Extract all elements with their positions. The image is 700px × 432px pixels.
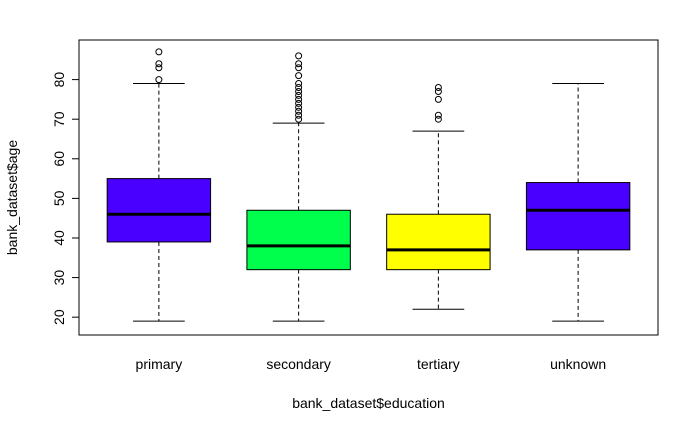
outlier-point <box>295 99 303 107</box>
y-tick-label: 30 <box>51 270 67 286</box>
y-tick-label: 80 <box>51 72 67 88</box>
outlier-point <box>295 80 303 88</box>
box-unknown <box>525 83 631 322</box>
outlier-point <box>295 91 303 99</box>
axes-layer: 20 30 40 50 60 70 80 primary secondary tertiary un… <box>51 39 659 372</box>
x-tick-label-primary: primary <box>136 356 183 372</box>
iqr-box <box>246 209 351 271</box>
outlier-point <box>155 76 163 84</box>
x-tick-label-secondary: secondary <box>266 356 331 372</box>
x-tick-label-unknown: unknown <box>550 356 606 372</box>
outlier-point <box>295 107 303 115</box>
box-tertiary <box>386 84 491 310</box>
outlier-point <box>155 60 163 68</box>
outlier-point <box>434 84 442 92</box>
outlier-point <box>434 111 442 119</box>
outlier-point <box>434 95 442 103</box>
iqr-box <box>525 182 631 251</box>
y-tick-label: 60 <box>51 151 67 167</box>
outlier-point <box>295 60 303 68</box>
x-axis-title: bank_dataset$education <box>292 395 445 411</box>
outlier-point <box>295 64 303 72</box>
outlier-point <box>295 111 303 119</box>
y-tick-label: 20 <box>51 309 67 325</box>
box-primary <box>106 48 212 322</box>
outlier-point <box>295 95 303 103</box>
x-tick-label-tertiary: tertiary <box>417 356 460 372</box>
y-axis-title: bank_dataset$age <box>4 140 20 255</box>
outlier-point <box>295 103 303 111</box>
outlier-point <box>434 87 442 95</box>
y-tick-label: 70 <box>51 111 67 127</box>
outlier-point <box>295 72 303 80</box>
box-secondary <box>246 52 351 322</box>
outlier-point <box>155 64 163 72</box>
outlier-point <box>295 115 303 123</box>
iqr-box <box>106 178 212 243</box>
iqr-box <box>386 213 491 271</box>
outlier-point <box>155 48 163 56</box>
outlier-point <box>295 52 303 60</box>
outlier-point <box>295 87 303 95</box>
outlier-point <box>295 84 303 92</box>
y-tick-label: 40 <box>51 230 67 246</box>
outlier-point <box>434 115 442 123</box>
y-tick-label: 50 <box>51 190 67 206</box>
boxes-layer <box>106 48 631 322</box>
